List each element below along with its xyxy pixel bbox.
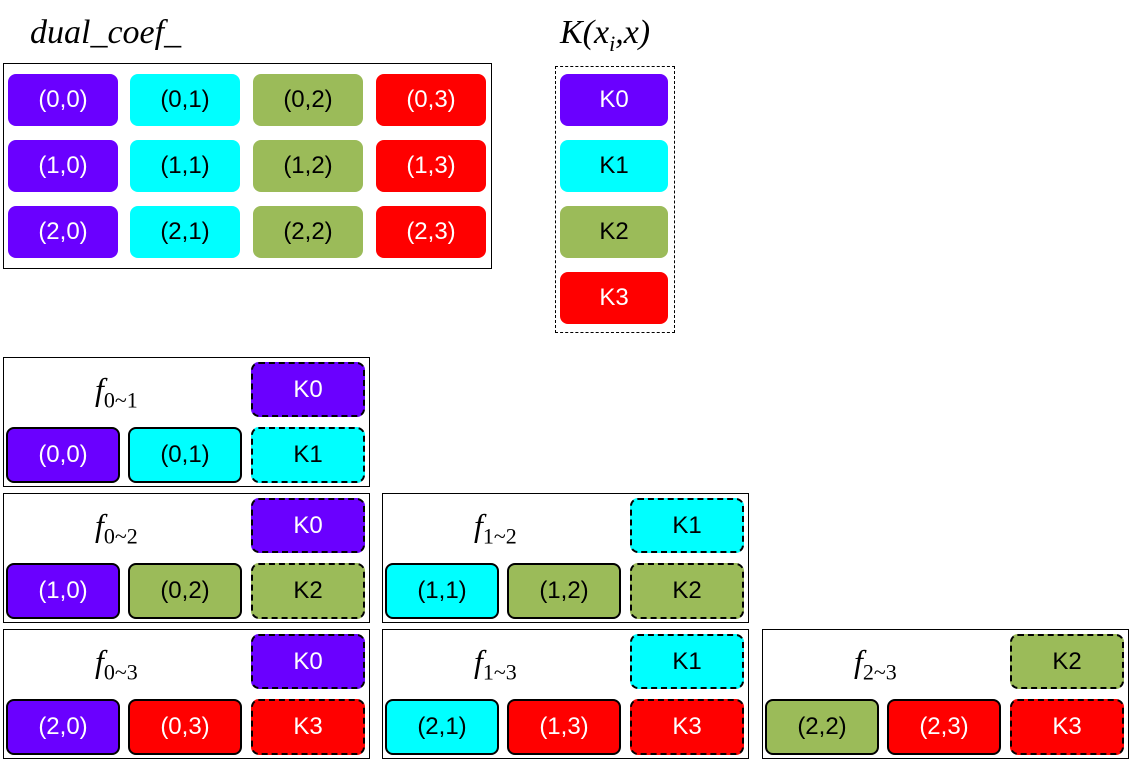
cell: K3 (1010, 699, 1124, 755)
panel-label: f1~2 (474, 507, 517, 549)
function-name: f (474, 643, 483, 679)
cell: (0,1) (128, 427, 242, 483)
panel-label: f0~2 (95, 507, 138, 549)
cell: K0 (251, 362, 365, 417)
dual-coef-box (3, 63, 492, 269)
function-sub: 1~3 (482, 659, 517, 685)
function-name: f (95, 371, 104, 407)
cell: (1,3) (376, 140, 486, 192)
kernel-title-sub: i (609, 30, 616, 56)
cell: (2,1) (385, 699, 499, 755)
panel-label: f2~3 (854, 643, 897, 685)
panel-label: f0~3 (95, 643, 138, 685)
cell: (0,2) (128, 563, 242, 619)
panel (382, 629, 749, 759)
cell: K0 (251, 634, 365, 689)
cell: (0,2) (253, 74, 363, 126)
cell: (2,3) (887, 699, 1001, 755)
cell: K1 (560, 140, 668, 192)
cell: (0,0) (8, 74, 118, 126)
function-sub: 1~2 (482, 523, 517, 549)
cell: (0,3) (376, 74, 486, 126)
cell: (1,1) (130, 140, 240, 192)
cell: K0 (560, 74, 668, 126)
kernel-title-pre: K(x (560, 14, 610, 51)
panel-label: f0~1 (95, 371, 138, 413)
function-sub: 0~1 (103, 387, 138, 413)
cell: K3 (560, 272, 668, 324)
function-sub: 0~2 (103, 523, 138, 549)
cell: (1,3) (507, 699, 621, 755)
cell: K3 (630, 699, 744, 755)
cell: (2,0) (6, 699, 120, 755)
cell: (1,0) (8, 140, 118, 192)
function-name: f (854, 643, 863, 679)
cell: K1 (630, 498, 744, 553)
panel (3, 629, 370, 759)
cell: (1,1) (385, 563, 499, 619)
cell: (2,1) (130, 206, 240, 258)
cell: K3 (251, 699, 365, 755)
cell: K1 (251, 427, 365, 483)
panel-label: f1~3 (474, 643, 517, 685)
cell: (1,0) (6, 563, 120, 619)
function-sub: 2~3 (862, 659, 897, 685)
cell: K2 (630, 563, 744, 619)
kernel-title: K(xi,x) (560, 14, 650, 57)
cell: (0,1) (130, 74, 240, 126)
function-name: f (95, 507, 104, 543)
cell: (2,3) (376, 206, 486, 258)
cell: (2,2) (253, 206, 363, 258)
dual-coef-title: dual_coef_ (30, 14, 182, 51)
cell: K2 (251, 563, 365, 619)
cell: (1,2) (253, 140, 363, 192)
cell: K2 (560, 206, 668, 258)
kernel-title-post: ,x) (615, 14, 651, 51)
cell: K2 (1010, 634, 1124, 689)
cell: (1,2) (507, 563, 621, 619)
function-name: f (474, 507, 483, 543)
cell: (2,0) (8, 206, 118, 258)
cell: (0,3) (128, 699, 242, 755)
cell: (0,0) (6, 427, 120, 483)
panel (3, 357, 370, 487)
function-sub: 0~3 (103, 659, 138, 685)
function-name: f (95, 643, 104, 679)
panel (382, 493, 749, 623)
cell: (2,2) (765, 699, 879, 755)
panel (3, 493, 370, 623)
cell: K1 (630, 634, 744, 689)
kernel-box (555, 66, 675, 333)
cell: K0 (251, 498, 365, 553)
